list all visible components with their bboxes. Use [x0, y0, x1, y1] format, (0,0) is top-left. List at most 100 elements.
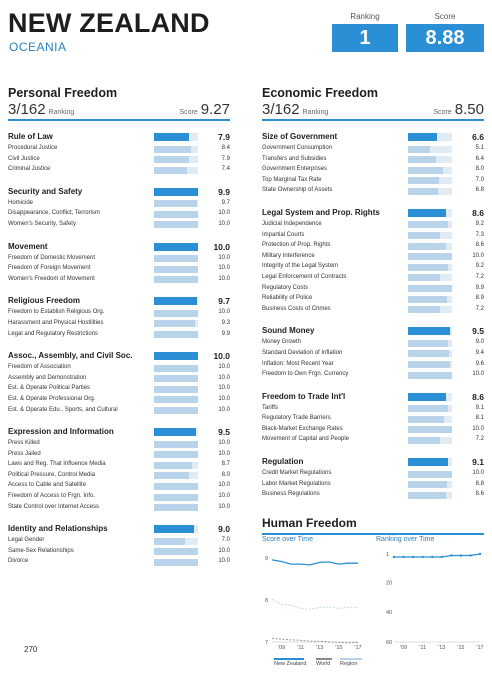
- indicator-row: Est. & Operate Professional Org. 10.0: [8, 395, 230, 406]
- series-line-new-zealand: [271, 559, 358, 566]
- indicator-name: Regulatory Trade Barriers: [262, 415, 331, 422]
- indicator-name: Credit Market Regulations: [262, 470, 332, 477]
- indicator-name: Women's Freedom of Movement: [8, 275, 95, 282]
- score-bar: [408, 208, 446, 217]
- human-freedom-title: Human Freedom: [262, 516, 484, 535]
- score-bar: [408, 253, 452, 261]
- score-bar-track: [154, 440, 198, 448]
- score-bar: [154, 265, 198, 273]
- score-bar: [154, 375, 198, 383]
- score-bar: [154, 482, 198, 490]
- score-bar: [408, 242, 446, 250]
- score-bar-track: [408, 306, 452, 314]
- score-bar-track: [154, 166, 198, 174]
- score-bar-track: [408, 371, 452, 379]
- indicator-row: Business Regulations 8.6: [262, 490, 484, 501]
- score-bar: [408, 145, 431, 153]
- ranking-point: [450, 554, 453, 557]
- indicator-score: 7.2: [475, 273, 484, 280]
- category-name: Expression and Information: [8, 427, 114, 437]
- economic-score-word: Score: [433, 109, 452, 116]
- score-bar: [154, 364, 198, 372]
- score-label: Score: [434, 12, 456, 21]
- category-score: 9.5: [218, 427, 230, 438]
- indicator-score: 10.0: [218, 493, 230, 500]
- category-header-row: Rule of Law 7.9: [8, 131, 230, 144]
- score-bar: [154, 525, 194, 534]
- indicator-name: Criminal Justice: [8, 166, 51, 173]
- score-bar: [408, 371, 452, 379]
- indicator-row: Labor Market Regulations 8.8: [262, 480, 484, 491]
- indicator-name: Legal Enforcement of Contracts: [262, 273, 347, 280]
- indicator-row: Assembly and Demonstration 10.0: [8, 374, 230, 385]
- indicator-score: 8.7: [221, 461, 230, 468]
- category-name: Security and Safety: [8, 186, 83, 196]
- score-bar-track: [154, 407, 198, 414]
- category-name: Religious Freedom: [8, 296, 81, 306]
- indicator-name: Freedom to Own Frgn. Currency: [262, 371, 349, 378]
- score-bar: [154, 210, 198, 218]
- indicator-name: Judicial Independence: [262, 220, 322, 227]
- score-bar-track: [154, 451, 198, 459]
- personal-freedom-title: Personal Freedom: [8, 86, 118, 100]
- indicator-name: Freedom of Foreign Movement: [8, 265, 91, 272]
- score-bar: [408, 470, 452, 478]
- category-header-row: Legal System and Prop. Rights 8.6: [262, 207, 484, 220]
- economic-categories: Size of Government 6.6 Government Consumpt…: [262, 131, 484, 501]
- x-tick-label: '17: [354, 645, 361, 651]
- score-bar-track: [154, 352, 198, 361]
- score-bar: [154, 297, 197, 306]
- score-bar-track: [154, 331, 198, 339]
- category-name: Freedom to Trade Int'l: [262, 391, 346, 401]
- indicator-row: Movement of Capital and People 7.2: [262, 435, 484, 446]
- category-header-row: Sound Money 9.5: [262, 325, 484, 338]
- indicator-row: Top Marginal Tax Rate 7.0: [262, 176, 484, 187]
- indicator-score: 7.0: [475, 176, 484, 183]
- score-bar: [154, 276, 198, 284]
- x-tick-label: '11: [297, 645, 304, 651]
- indicator-row: Impartial Courts 7.3: [262, 231, 484, 242]
- indicator-score: 8.0: [221, 471, 230, 478]
- series-line-region: [271, 598, 359, 610]
- human-freedom-charts: 7 8 9 '09 '11 '13 '15 '17 1 20 40 60 '09 '11 '13 '15 '17: [265, 552, 484, 651]
- score-bar: [154, 255, 198, 263]
- indicator-row: Freedom of Association 10.0: [8, 363, 230, 374]
- indicator-name: Legal Gender: [8, 537, 45, 544]
- human-freedom-section: Human Freedom Score over Time Ranking ov…: [262, 516, 484, 667]
- category-header-row: Religious Freedom 9.7: [8, 295, 230, 308]
- indicator-name: Freedom of Access to Frgn. Info.: [8, 493, 96, 500]
- category-score: 7.9: [218, 132, 230, 142]
- indicator-score: 10.0: [218, 440, 230, 447]
- score-bar: [154, 156, 189, 164]
- score-bar-track: [408, 263, 452, 271]
- score-bar-track: [154, 255, 198, 263]
- indicator-score: 10.0: [218, 503, 230, 510]
- ranking-point: [421, 555, 424, 559]
- indicator-row: Women's Security, Safety 10.0: [8, 220, 230, 231]
- score-bar-track: [408, 426, 452, 434]
- y-tick-label: 9: [265, 556, 268, 562]
- indicator-score: 5.1: [475, 145, 484, 151]
- indicator-name: Top Marginal Tax Rate: [262, 176, 322, 183]
- category-header-row: Freedom to Trade Int'l 8.6: [262, 391, 484, 404]
- category-expression-and-information: Expression and Information 9.5 Press Kille…: [8, 426, 230, 513]
- indicator-score: 10.0: [218, 406, 230, 413]
- score-bar-track: [408, 242, 452, 250]
- indicator-score: 10.0: [218, 265, 230, 272]
- score-bar-track: [408, 221, 452, 229]
- indicator-row: Legal Gender 7.0: [8, 536, 230, 547]
- indicator-name: Laws and Reg. That Influence Media: [8, 461, 106, 468]
- indicator-row: Business Costs of Crimes 7.2: [262, 305, 484, 316]
- category-movement: Movement 10.0 Freedom of Domestic Movement…: [8, 241, 230, 286]
- indicator-row: State Control over Internet Access 10.0: [8, 503, 230, 514]
- score-bar-track: [154, 242, 198, 251]
- score-bar: [408, 232, 441, 240]
- category-header-row: Identity and Relationships 9.0: [8, 523, 230, 536]
- indicator-score: 9.3: [221, 319, 230, 326]
- indicator-name: Business Costs of Crimes: [262, 305, 331, 312]
- score-bar: [408, 481, 447, 489]
- indicator-name: Government Enterprises: [262, 166, 328, 173]
- score-bar-track: [408, 405, 452, 413]
- score-bar-track: [408, 361, 452, 368]
- score-bar: [408, 361, 451, 368]
